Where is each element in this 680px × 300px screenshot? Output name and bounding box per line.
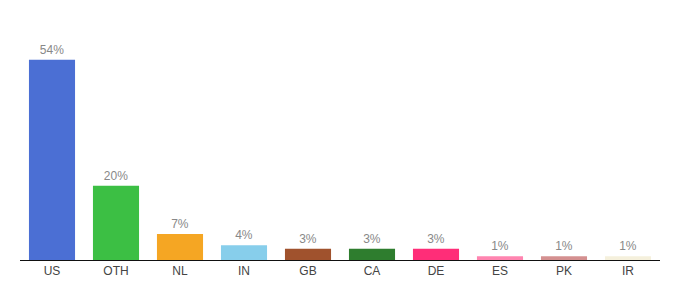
svg-text:1%: 1% xyxy=(619,239,637,253)
svg-text:DE: DE xyxy=(428,264,445,278)
svg-text:1%: 1% xyxy=(491,239,509,253)
svg-text:3%: 3% xyxy=(427,232,445,246)
svg-text:3%: 3% xyxy=(299,232,317,246)
svg-text:54%: 54% xyxy=(40,43,64,57)
svg-text:NL: NL xyxy=(172,264,188,278)
svg-text:US: US xyxy=(44,264,61,278)
svg-text:3%: 3% xyxy=(363,232,381,246)
svg-text:ES: ES xyxy=(492,264,508,278)
svg-text:4%: 4% xyxy=(235,228,253,242)
svg-text:OTH: OTH xyxy=(103,264,128,278)
svg-text:GB: GB xyxy=(299,264,316,278)
svg-text:20%: 20% xyxy=(104,169,128,183)
svg-text:7%: 7% xyxy=(171,217,189,231)
svg-text:IN: IN xyxy=(238,264,250,278)
svg-text:1%: 1% xyxy=(555,239,573,253)
svg-text:IR: IR xyxy=(622,264,634,278)
svg-text:CA: CA xyxy=(364,264,381,278)
svg-text:PK: PK xyxy=(556,264,572,278)
